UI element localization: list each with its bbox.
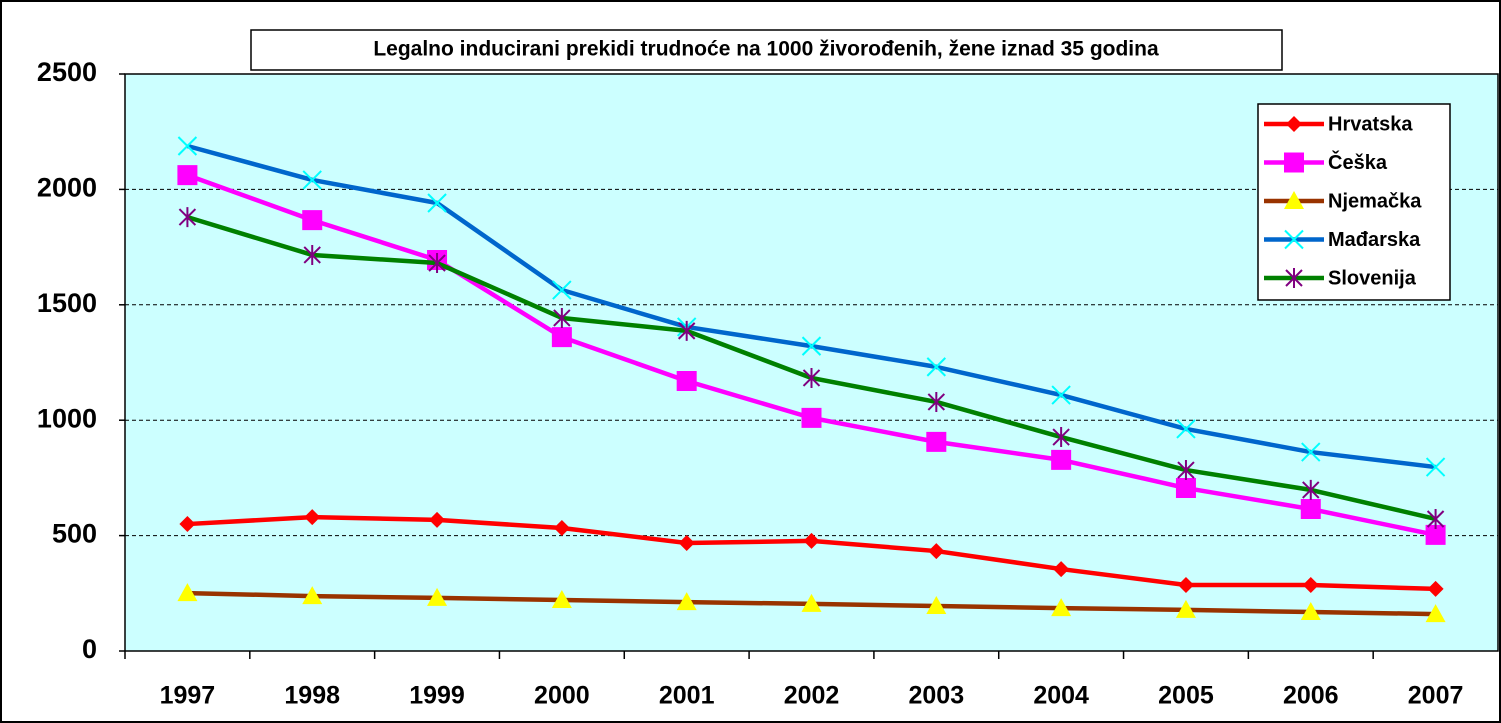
y-tick-label: 2000 bbox=[37, 173, 97, 203]
marker bbox=[928, 543, 945, 560]
marker bbox=[1053, 561, 1070, 578]
marker bbox=[926, 595, 947, 614]
x-tick-label: 2005 bbox=[1158, 682, 1214, 710]
x-tick-label: 2007 bbox=[1408, 682, 1464, 710]
marker bbox=[304, 509, 321, 526]
marker bbox=[178, 207, 197, 228]
marker bbox=[801, 336, 822, 356]
x-tick-label: 1998 bbox=[284, 682, 340, 710]
marker bbox=[1427, 580, 1444, 597]
marker bbox=[927, 391, 946, 412]
marker bbox=[803, 532, 820, 549]
marker bbox=[678, 534, 695, 551]
marker bbox=[1051, 385, 1071, 405]
marker bbox=[801, 593, 822, 612]
x-tick-label: 2004 bbox=[1033, 682, 1089, 710]
x-tick-label: 2003 bbox=[909, 682, 965, 710]
marker bbox=[1175, 599, 1196, 618]
legend-text: Njemačka bbox=[1328, 190, 1422, 212]
marker bbox=[1300, 499, 1321, 520]
marker bbox=[1301, 442, 1321, 462]
y-tick-label: 500 bbox=[52, 519, 97, 549]
marker bbox=[427, 193, 447, 213]
marker bbox=[553, 307, 571, 328]
legend-marker bbox=[1286, 116, 1302, 132]
legend-marker bbox=[1284, 152, 1304, 173]
marker bbox=[177, 136, 198, 156]
marker bbox=[302, 586, 323, 605]
marker bbox=[1176, 419, 1196, 439]
marker bbox=[1302, 576, 1319, 593]
marker bbox=[1302, 479, 1320, 500]
x-tick-label: 1999 bbox=[409, 682, 465, 710]
x-tick-label: 2001 bbox=[659, 682, 715, 710]
marker bbox=[1177, 460, 1195, 481]
marker bbox=[427, 587, 448, 606]
marker bbox=[551, 589, 572, 608]
marker bbox=[1051, 598, 1072, 617]
marker bbox=[1300, 601, 1321, 620]
marker bbox=[551, 327, 572, 348]
marker bbox=[303, 244, 321, 265]
marker bbox=[1175, 478, 1196, 499]
marker bbox=[429, 511, 446, 528]
marker bbox=[1177, 576, 1194, 593]
x-tick-label: 2002 bbox=[784, 682, 840, 710]
legend-text: Mađarska bbox=[1328, 229, 1421, 251]
y-tick-label: 1000 bbox=[37, 403, 97, 433]
legend-text: Hrvatska bbox=[1328, 113, 1413, 135]
y-tick-label: 1500 bbox=[37, 288, 97, 318]
x-tick-label: 2000 bbox=[534, 682, 590, 710]
x-tick-label: 1997 bbox=[160, 682, 216, 710]
y-tick-label: 0 bbox=[82, 634, 97, 664]
marker bbox=[1425, 604, 1446, 623]
marker bbox=[179, 516, 196, 533]
legend-text: Češka bbox=[1328, 150, 1388, 174]
legend-text: Slovenija bbox=[1328, 267, 1417, 289]
marker bbox=[1425, 457, 1446, 477]
x-tick-label: 2006 bbox=[1283, 682, 1339, 710]
legend-marker bbox=[1285, 268, 1303, 288]
marker bbox=[302, 210, 323, 231]
plot-border bbox=[124, 73, 1499, 652]
y-tick-label: 2500 bbox=[37, 57, 97, 87]
marker bbox=[302, 170, 322, 190]
marker bbox=[801, 407, 822, 428]
marker bbox=[926, 357, 947, 377]
chart-title: Legalno inducirani prekidi trudnoće na 1… bbox=[373, 38, 1159, 61]
legend-marker bbox=[1284, 229, 1304, 250]
marker bbox=[552, 280, 572, 300]
marker bbox=[177, 583, 198, 602]
marker bbox=[428, 253, 446, 274]
legend-marker bbox=[1284, 191, 1304, 209]
marker bbox=[1051, 449, 1072, 470]
marker bbox=[177, 165, 198, 186]
marker bbox=[1426, 508, 1445, 529]
marker bbox=[1052, 427, 1070, 448]
marker bbox=[676, 592, 697, 611]
marker bbox=[677, 320, 696, 341]
marker bbox=[926, 431, 947, 452]
marker bbox=[1425, 524, 1446, 545]
title-box bbox=[250, 29, 1283, 71]
marker bbox=[802, 367, 821, 388]
marker bbox=[553, 519, 570, 536]
marker bbox=[676, 370, 697, 391]
